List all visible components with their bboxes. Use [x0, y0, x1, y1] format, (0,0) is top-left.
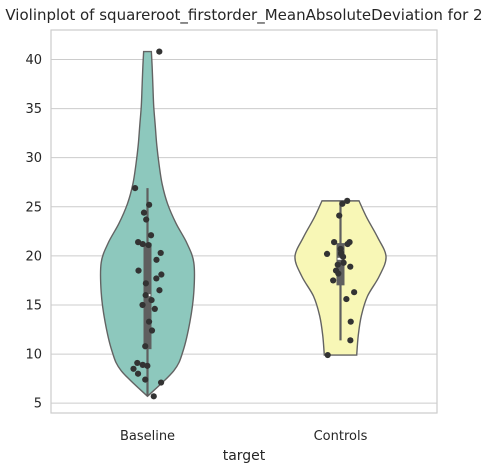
data-point — [146, 242, 152, 248]
violin-baseline — [100, 49, 194, 400]
y-tick-label: 35 — [25, 102, 42, 117]
data-point — [130, 366, 136, 372]
data-point — [153, 257, 159, 263]
violins — [100, 49, 386, 400]
violin-controls — [295, 198, 386, 358]
data-point — [348, 319, 354, 325]
x-axis-ticks: Baseline Controls — [120, 429, 368, 444]
data-point — [143, 280, 149, 286]
data-point — [132, 185, 138, 191]
chart-title: Violinplot of squareroot_firstorder_Mean… — [5, 6, 482, 25]
data-point — [143, 292, 149, 298]
data-point — [330, 277, 336, 283]
grid-lines — [51, 59, 437, 403]
data-point — [335, 262, 341, 268]
data-point — [144, 363, 150, 369]
x-tick-label: Controls — [314, 429, 368, 444]
y-tick-label: 15 — [25, 298, 42, 313]
data-point — [158, 379, 164, 385]
y-tick-label: 10 — [25, 348, 42, 363]
data-point — [344, 241, 350, 247]
data-point — [135, 268, 141, 274]
plot-frame — [51, 30, 437, 413]
data-point — [146, 319, 152, 325]
data-point — [151, 393, 157, 399]
y-axis-ticks: 5 10 15 20 25 30 35 40 — [25, 53, 42, 412]
y-tick-label: 20 — [25, 249, 42, 264]
x-axis-label: target — [223, 448, 266, 464]
data-point — [158, 250, 164, 256]
data-point — [149, 327, 155, 333]
data-point — [341, 260, 347, 266]
data-point — [331, 239, 337, 245]
data-point — [134, 360, 140, 366]
data-point — [142, 343, 148, 349]
data-point — [336, 213, 342, 219]
data-point — [143, 216, 149, 222]
data-point — [335, 270, 341, 276]
data-point — [140, 241, 146, 247]
y-tick-label: 5 — [34, 397, 42, 412]
data-point — [324, 251, 330, 257]
data-point — [351, 289, 357, 295]
data-point — [347, 264, 353, 270]
data-point — [135, 371, 141, 377]
data-point — [142, 377, 148, 383]
data-point — [156, 49, 162, 55]
y-tick-label: 25 — [25, 200, 42, 215]
data-point — [156, 287, 162, 293]
data-point — [325, 352, 331, 358]
y-tick-label: 30 — [25, 151, 42, 166]
data-point — [340, 254, 346, 260]
data-point — [153, 275, 159, 281]
data-point — [158, 271, 164, 277]
x-tick-label: Baseline — [120, 429, 175, 444]
data-point — [347, 337, 353, 343]
data-point — [343, 296, 349, 302]
y-tick-label: 40 — [25, 53, 42, 68]
data-point — [139, 302, 145, 308]
data-point — [146, 202, 152, 208]
data-point — [152, 306, 158, 312]
data-point — [148, 232, 154, 238]
data-point — [141, 210, 147, 216]
data-point — [339, 201, 345, 207]
data-point — [148, 297, 154, 303]
